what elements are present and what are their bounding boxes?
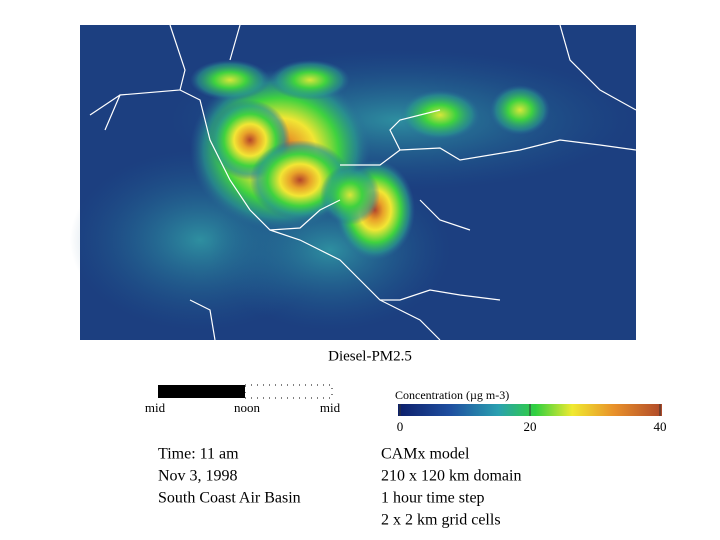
map xyxy=(70,24,637,341)
hotspot xyxy=(400,90,480,140)
colorbar-tick-label: 40 xyxy=(654,419,667,434)
clock-label: mid xyxy=(145,400,166,415)
info-line: South Coast Air Basin xyxy=(158,490,301,507)
info-left: Time: 11 am Nov 3, 1998 South Coast Air … xyxy=(158,446,301,507)
hotspot xyxy=(270,60,350,100)
clock-elapsed xyxy=(158,385,245,398)
colorbar-title: Concentration (µg m-3) xyxy=(395,388,509,402)
boundaries xyxy=(89,24,637,341)
colorbar-tick-label: 0 xyxy=(397,419,404,434)
clock: mid noon mid xyxy=(145,384,341,415)
hotspot xyxy=(490,85,550,135)
info-line: 1 hour time step xyxy=(381,490,485,507)
clock-remaining xyxy=(244,384,333,399)
map-title: Diesel-PM2.5 xyxy=(328,348,412,364)
colorbar: Concentration (µg m-3) 0 20 40 xyxy=(395,388,667,434)
info-line: 210 x 120 km domain xyxy=(381,468,521,485)
hotspot xyxy=(320,165,380,225)
info-line: Nov 3, 1998 xyxy=(158,468,238,485)
colorbar-tick-label: 20 xyxy=(524,419,537,434)
clock-label: mid xyxy=(320,400,341,415)
info-line: Time: 11 am xyxy=(158,446,239,463)
info-line: CAMx model xyxy=(381,446,470,463)
hotspot xyxy=(190,60,270,100)
clock-label: noon xyxy=(234,400,261,415)
info-line: 2 x 2 km grid cells xyxy=(381,512,501,529)
info-right: CAMx model 210 x 120 km domain 1 hour ti… xyxy=(381,446,521,529)
